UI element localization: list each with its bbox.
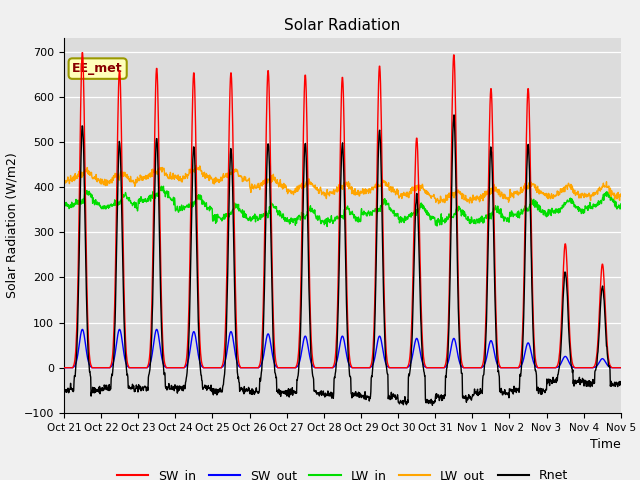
Rnet bbox=[502, 391, 510, 397]
Rnet bbox=[450, 112, 458, 118]
Rnet bbox=[246, 388, 254, 394]
LW_in bbox=[617, 201, 625, 207]
Y-axis label: Solar Radiation (W/m2): Solar Radiation (W/m2) bbox=[5, 153, 19, 299]
SW_out bbox=[551, 365, 559, 371]
LW_out bbox=[552, 192, 559, 198]
X-axis label: Time: Time bbox=[590, 438, 621, 451]
Title: Solar Radiation: Solar Radiation bbox=[284, 18, 401, 33]
Rnet bbox=[429, 402, 436, 408]
Rnet bbox=[184, 361, 191, 367]
Legend: SW_in, SW_out, LW_in, LW_out, Rnet: SW_in, SW_out, LW_in, LW_out, Rnet bbox=[112, 464, 573, 480]
LW_out bbox=[617, 191, 625, 197]
SW_out bbox=[60, 365, 68, 371]
LW_in bbox=[246, 216, 254, 221]
LW_in bbox=[323, 224, 331, 229]
SW_out bbox=[246, 365, 254, 371]
SW_in bbox=[551, 365, 559, 371]
SW_in bbox=[171, 365, 179, 371]
LW_out bbox=[184, 172, 191, 178]
LW_in bbox=[60, 202, 68, 207]
SW_in bbox=[184, 327, 192, 333]
SW_in bbox=[78, 50, 86, 56]
Text: EE_met: EE_met bbox=[72, 62, 123, 75]
Line: LW_out: LW_out bbox=[64, 166, 621, 204]
Rnet bbox=[617, 381, 625, 387]
LW_out bbox=[429, 193, 437, 199]
SW_out bbox=[184, 358, 192, 363]
LW_in bbox=[159, 183, 167, 189]
SW_out bbox=[502, 365, 509, 371]
Rnet bbox=[552, 376, 559, 382]
SW_in bbox=[429, 365, 437, 371]
Line: SW_out: SW_out bbox=[64, 329, 621, 368]
Line: LW_in: LW_in bbox=[64, 186, 621, 227]
LW_out bbox=[60, 177, 68, 183]
LW_out bbox=[170, 177, 178, 182]
LW_in bbox=[429, 214, 437, 220]
SW_out bbox=[617, 365, 625, 371]
Line: SW_in: SW_in bbox=[64, 53, 621, 368]
SW_in bbox=[502, 365, 509, 371]
LW_out bbox=[502, 196, 510, 202]
Rnet bbox=[170, 388, 178, 394]
SW_in bbox=[60, 365, 68, 371]
Rnet bbox=[429, 399, 437, 405]
SW_out bbox=[171, 365, 179, 371]
LW_out bbox=[246, 186, 254, 192]
SW_in bbox=[617, 365, 625, 371]
SW_in bbox=[246, 365, 254, 371]
LW_in bbox=[502, 216, 510, 222]
Line: Rnet: Rnet bbox=[64, 115, 621, 405]
LW_out bbox=[435, 201, 442, 206]
SW_out bbox=[429, 365, 437, 371]
LW_in bbox=[552, 210, 559, 216]
SW_out bbox=[78, 326, 86, 332]
LW_out bbox=[193, 163, 200, 168]
Rnet bbox=[60, 387, 68, 393]
LW_in bbox=[184, 204, 192, 209]
LW_in bbox=[171, 195, 179, 201]
